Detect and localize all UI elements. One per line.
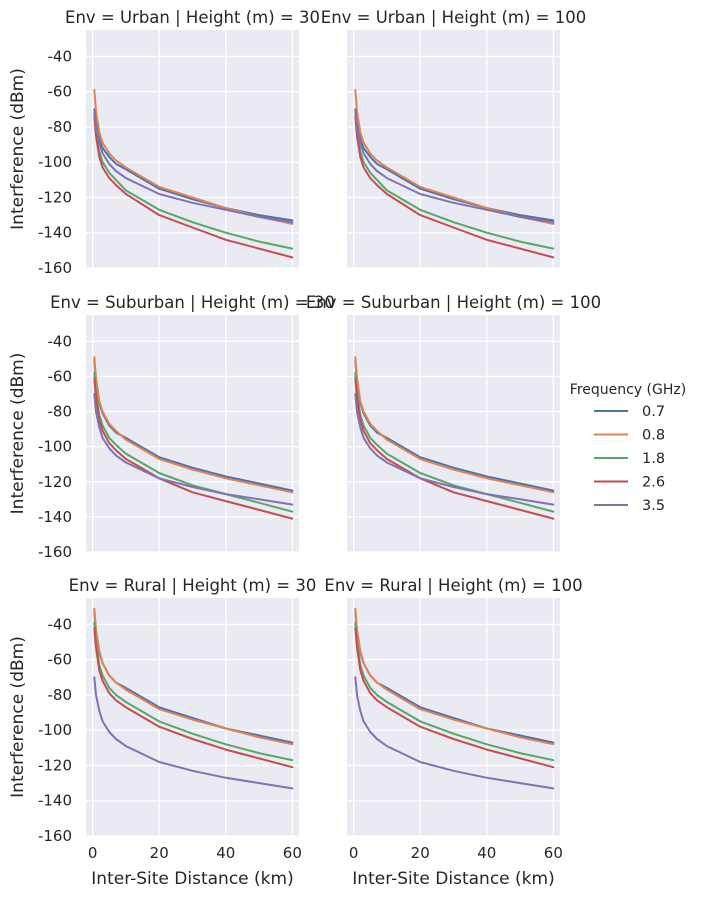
x-tick-label: 60 — [283, 844, 302, 862]
y-tick-label: -60 — [48, 83, 73, 101]
legend-label: 1.8 — [642, 451, 665, 467]
x-axis-label: Inter-Site Distance (km) — [352, 869, 554, 889]
y-tick-label: -80 — [48, 118, 73, 136]
series-line-3-5 — [354, 676, 555, 790]
y-tick-label: -160 — [38, 827, 72, 845]
y-tick-label: -120 — [38, 188, 72, 206]
y-tick-label: -100 — [38, 438, 72, 456]
panel-title: Env = Rural | Height (m) = 30 — [69, 576, 317, 595]
panel-title: Env = Rural | Height (m) = 100 — [324, 576, 582, 595]
series-line-2-6 — [354, 115, 555, 259]
y-tick-label: -100 — [38, 153, 72, 171]
x-tick-label: 40 — [216, 844, 235, 862]
x-axis-label: Inter-Site Distance (km) — [91, 869, 293, 889]
series-line-0-8 — [93, 88, 294, 225]
y-tick-label: -60 — [48, 651, 73, 669]
series-line-0-8 — [93, 607, 294, 746]
y-tick-label: -60 — [48, 367, 73, 385]
y-axis-label: Interference (dBm) — [8, 353, 28, 515]
x-tick-label: 0 — [349, 844, 359, 862]
legend-label: 0.7 — [642, 404, 665, 420]
y-tick-label: -160 — [38, 543, 72, 561]
y-tick-label: -120 — [38, 473, 72, 491]
legend-label: 2.6 — [642, 475, 665, 491]
y-tick-label: -80 — [48, 403, 73, 421]
series-line-2-6 — [93, 627, 294, 769]
series-line-2-6 — [354, 627, 555, 769]
y-tick-label: -40 — [48, 615, 73, 633]
series-line-3-5 — [354, 108, 555, 224]
y-tick-label: -120 — [38, 756, 72, 774]
x-tick-label: 20 — [411, 844, 430, 862]
series-line-3-5 — [93, 393, 294, 506]
series-line-3-5 — [354, 393, 555, 506]
x-tick-label: 60 — [544, 844, 563, 862]
series-line-0-8 — [354, 356, 555, 494]
y-axis-label: Interference (dBm) — [8, 68, 28, 230]
y-tick-label: -160 — [38, 259, 72, 277]
series-line-2-6 — [354, 377, 555, 520]
y-axis-label: Interference (dBm) — [8, 636, 28, 798]
y-tick-label: -100 — [38, 721, 72, 739]
legend-title: Frequency (GHz) — [570, 382, 686, 398]
y-tick-label: -140 — [38, 224, 72, 242]
y-tick-label: -40 — [48, 47, 73, 65]
y-tick-label: -140 — [38, 792, 72, 810]
series-line-0-8 — [354, 88, 555, 225]
panel-background — [347, 315, 560, 552]
legend-label: 3.5 — [642, 498, 665, 514]
x-tick-label: 40 — [477, 844, 496, 862]
y-tick-label: -140 — [38, 508, 72, 526]
panel-title: Env = Urban | Height (m) = 30 — [65, 8, 320, 27]
panel-background — [86, 315, 299, 552]
series-line-2-6 — [93, 115, 294, 259]
series-line-0-8 — [354, 607, 555, 746]
x-tick-label: 0 — [88, 844, 98, 862]
series-line-0-8 — [93, 356, 294, 494]
series-line-3-5 — [93, 676, 294, 790]
panel-title: Env = Urban | Height (m) = 100 — [321, 8, 586, 27]
panel-title: Env = Suburban | Height (m) = 100 — [306, 293, 601, 312]
series-line-2-6 — [93, 377, 294, 520]
panel-title: Env = Suburban | Height (m) = 30 — [50, 293, 335, 312]
x-tick-label: 20 — [150, 844, 169, 862]
y-tick-label: -40 — [48, 332, 73, 350]
y-tick-label: -80 — [48, 686, 73, 704]
legend-label: 0.8 — [642, 428, 665, 444]
series-line-3-5 — [93, 108, 294, 224]
